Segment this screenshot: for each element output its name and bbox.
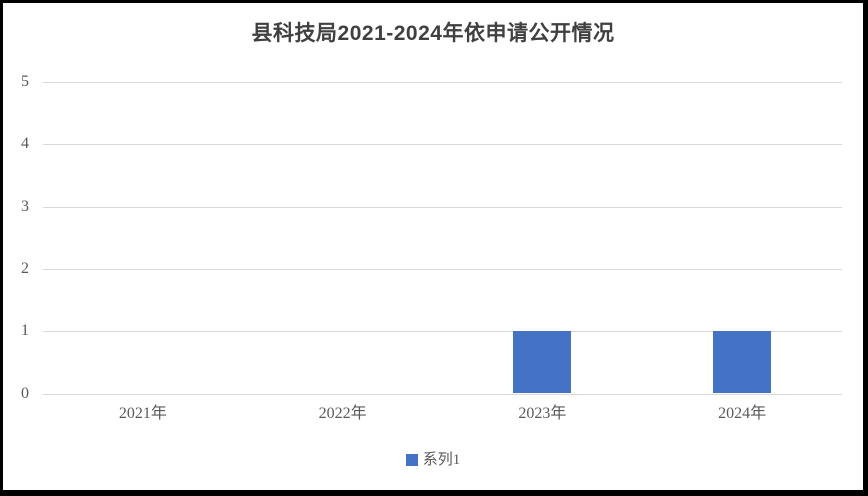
legend: 系列1 — [3, 452, 863, 468]
y-axis-tick-label: 5 — [21, 73, 29, 90]
bar-2024年 — [713, 331, 772, 394]
y-axis-tick-label: 0 — [21, 384, 29, 402]
chart-title: 县科技局2021-2024年依申请公开情况 — [251, 22, 615, 45]
gridline-y2 — [43, 268, 842, 270]
x-axis-tick-label: 2023年 — [518, 405, 567, 422]
x-axis-tick-label: 2024年 — [718, 405, 767, 422]
gridline-y4 — [43, 144, 842, 146]
gridline-y5 — [43, 82, 842, 83]
y-axis-tick-label: 4 — [21, 135, 29, 153]
gridline-y0 — [43, 393, 842, 395]
x-axis-tick-label: 2022年 — [318, 405, 367, 422]
x-axis-tick-label: 2021年 — [118, 405, 167, 422]
plot-area: 0 1 2 3 4 5 2021年 2022年 2023年 2024年 — [3, 3, 863, 490]
legend-series-label: 系列1 — [422, 452, 461, 468]
y-axis-tick-label: 1 — [21, 322, 29, 340]
gridline-y3 — [43, 206, 842, 208]
y-axis-tick-label: 2 — [21, 259, 29, 277]
legend-color-swatch — [405, 454, 418, 466]
bar-2023年 — [513, 331, 572, 394]
gridline-y1 — [43, 331, 842, 333]
y-axis-tick-label: 3 — [21, 197, 29, 215]
